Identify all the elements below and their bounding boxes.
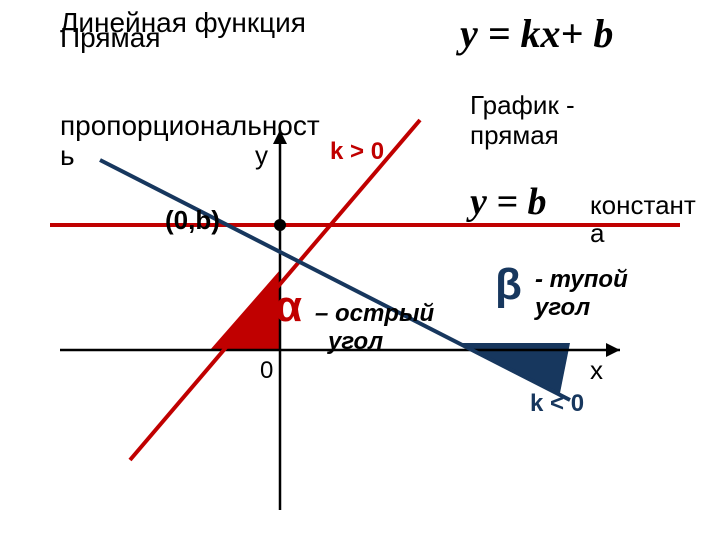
label-origin: 0 <box>260 357 273 385</box>
label-point-0b: (0,b) <box>165 205 220 236</box>
label-obtuse-2: угол <box>535 294 590 322</box>
label-graph-2: прямая <box>470 120 559 151</box>
label-proportional-tail: ь <box>60 140 75 172</box>
label-x-axis: x <box>590 355 603 386</box>
label-y-axis: y <box>255 140 268 171</box>
formula-ykxb: y = kx+ b <box>460 10 613 57</box>
formula-ykxb-prefix: y = kx <box>460 11 561 56</box>
formula-ykxb-suffix: + b <box>561 11 614 56</box>
alpha-angle-fill <box>210 270 280 350</box>
formula-yb: y = b <box>470 180 547 224</box>
label-beta: β <box>495 260 522 310</box>
x-axis-arrow <box>606 343 620 357</box>
label-const-2: а <box>590 218 604 249</box>
point-0b-marker <box>274 219 286 231</box>
label-graph-1: График - <box>470 90 575 121</box>
label-alpha: α <box>275 282 302 332</box>
label-proportional: пропорциональност <box>60 110 320 142</box>
label-k-positive: k > 0 <box>330 138 384 166</box>
title-pryamaya: Прямая <box>60 22 161 54</box>
label-obtuse-1: - тупой <box>535 266 628 294</box>
label-sharp-1: – острый <box>315 300 434 328</box>
label-k-negative: k < 0 <box>530 390 584 418</box>
label-sharp-2: угол <box>328 328 383 356</box>
label-const-1: констант <box>590 190 696 221</box>
